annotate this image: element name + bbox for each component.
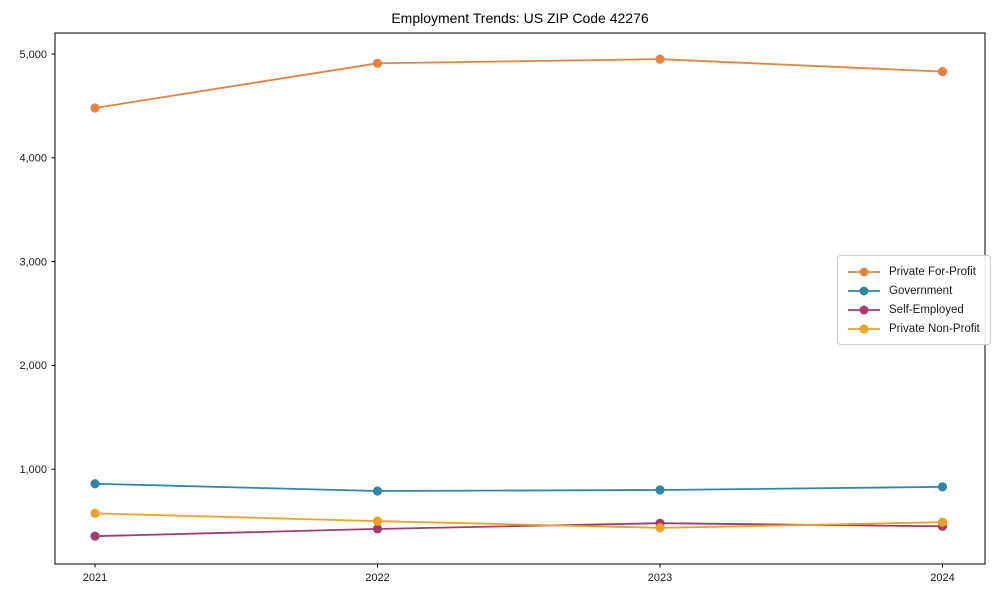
data-point-marker [655, 485, 665, 495]
chart-title: Employment Trends: US ZIP Code 42276 [391, 10, 649, 26]
legend-item-private-for-profit: Private For-Profit [847, 262, 980, 281]
legend-sample-marker [859, 305, 869, 314]
legend-line-sample-icon [848, 305, 880, 314]
series-line [94, 512, 943, 529]
data-point-marker [937, 67, 948, 77]
legend-sample-marker [859, 324, 869, 333]
series-government [90, 479, 948, 496]
x-tick-label: 2024 [930, 572, 954, 584]
legend-item-self-employed: Self-Employed [847, 300, 980, 319]
data-point-marker [372, 524, 383, 534]
data-point-marker [90, 531, 100, 541]
legend-line-sample-icon [848, 324, 880, 333]
legend-label: Private For-Profit [889, 265, 976, 278]
legend-label: Government [889, 284, 953, 297]
y-tick-label: 4,000 [19, 153, 47, 165]
series-line [94, 58, 943, 109]
data-point-marker [937, 482, 948, 492]
y-tick-label: 1,000 [19, 464, 47, 476]
data-point-marker [90, 508, 100, 518]
data-point-marker [655, 523, 665, 533]
data-point-marker [655, 54, 665, 64]
data-point-marker [372, 516, 383, 526]
series-private-non-profit [90, 508, 948, 533]
y-tick-label: 3,000 [19, 256, 47, 268]
x-tick-label: 2022 [365, 572, 389, 584]
series-private-for-profit [90, 54, 948, 113]
data-point-marker [90, 103, 100, 113]
legend-sample-marker [859, 286, 869, 295]
x-tick-label: 2021 [83, 572, 107, 584]
data-point-marker [372, 486, 383, 496]
chart-legend: Private For-Profit Government Self-Employe… [837, 255, 991, 345]
legend-item-government: Government [847, 281, 980, 300]
data-point-marker [372, 58, 383, 68]
legend-item-private-non-profit: Private Non-Profit [847, 319, 980, 338]
y-tick-label: 5,000 [19, 49, 47, 61]
legend-line-sample-icon [848, 267, 880, 276]
legend-label: Self-Employed [889, 303, 964, 316]
y-axis-ticks: 1,000 2,000 3,000 4,000 5,000 [19, 49, 55, 476]
legend-label: Private Non-Profit [889, 322, 980, 335]
x-tick-label: 2023 [648, 572, 672, 584]
data-point-marker [937, 517, 948, 527]
legend-line-sample-icon [848, 286, 880, 295]
series-line [94, 482, 943, 492]
legend-sample-marker [859, 267, 869, 276]
y-tick-label: 2,000 [19, 360, 47, 372]
series-self-employed [90, 518, 948, 541]
x-axis-ticks: 2021 2022 2023 2024 [83, 564, 955, 584]
data-point-marker [90, 479, 100, 489]
